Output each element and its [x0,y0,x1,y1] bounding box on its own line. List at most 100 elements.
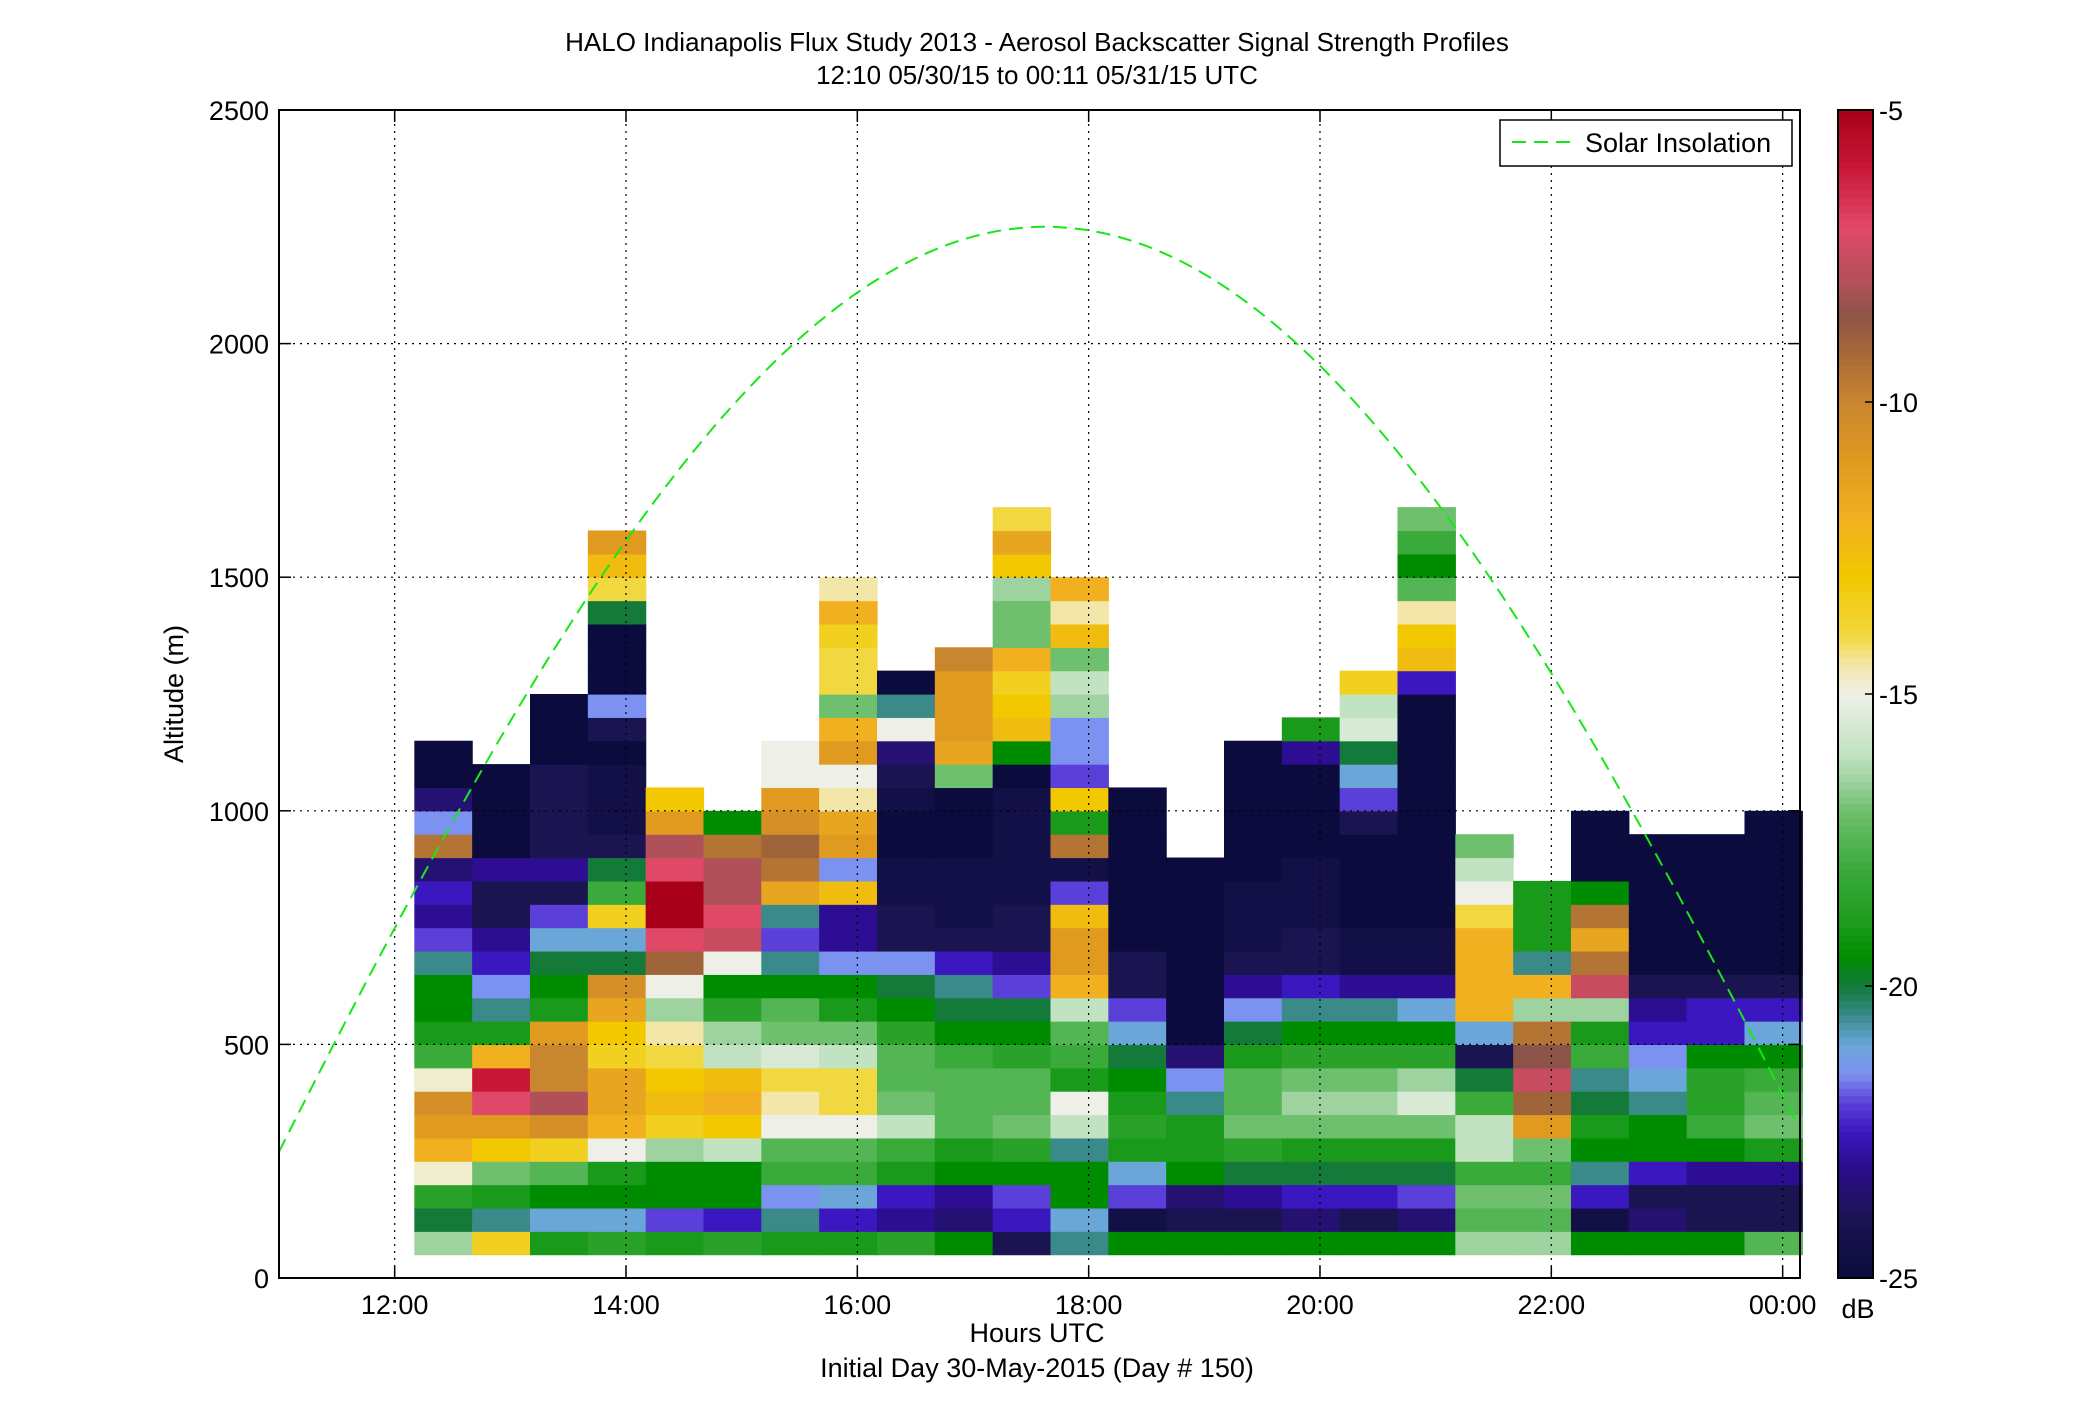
heatmap-cell [587,1137,647,1162]
heatmap-cell [1108,1021,1167,1045]
colorbar-segment [1838,613,1873,622]
heatmap-cell [1339,694,1399,718]
colorbar-segment [1838,832,1873,841]
heatmap-cell [1281,717,1341,742]
heatmap-cell [529,787,589,812]
colorbar-segment [1838,971,1873,980]
heatmap-cell [876,740,936,765]
colorbar-segment [1838,599,1873,607]
heatmap-cell [1686,1044,1746,1069]
heatmap-cell [587,1184,647,1209]
heatmap-cell [876,974,936,999]
heatmap-cell [703,927,762,952]
chart-title: HALO Indianapolis Flux Study 2013 - Aero… [565,27,1509,57]
heatmap-cell [992,530,1052,555]
heatmap-cell [1570,1091,1630,1116]
heatmap-cell [1050,600,1109,625]
colorbar [1838,110,1873,1279]
heatmap-cell [934,810,994,835]
colorbar-segment [1838,540,1873,549]
heatmap-cell [1223,787,1283,812]
colorbar-segment [1838,1175,1873,1184]
heatmap-cell [1628,1231,1688,1256]
heatmap-cell [1686,1184,1746,1209]
heatmap-cell [645,1161,705,1186]
heatmap-cell [1397,787,1456,812]
heatmap-cell [587,670,647,695]
heatmap-cell [1166,950,1225,975]
colorbar-segment [1838,1059,1873,1067]
colorbar-segment [1838,358,1873,367]
heatmap-cell [703,1137,762,1162]
heatmap-cell [1513,997,1572,1022]
heatmap-cell [934,1044,994,1069]
heatmap-cell [1513,974,1572,999]
heatmap-cell [1397,880,1456,905]
heatmap-cell [761,1137,820,1162]
heatmap-cell [703,880,762,905]
heatmap-cell [1050,577,1109,602]
heatmap-cell [1050,1207,1109,1232]
heatmap-cell [472,834,531,859]
heatmap-cell [1050,764,1109,789]
heatmap-cell [934,834,994,859]
heatmap-cell [587,1114,647,1139]
heatmap-cell [529,997,589,1022]
heatmap-cell [1570,1137,1630,1162]
heatmap-cell [1050,997,1109,1022]
heatmap-cell [1166,1114,1225,1139]
heatmap-cell [587,600,647,625]
heatmap-cell [529,1184,589,1209]
heatmap-cell [1339,1137,1399,1162]
heatmap-cell [1050,647,1109,672]
colorbar-segment [1838,898,1873,907]
heatmap-cell [1166,880,1225,905]
colorbar-segment [1838,569,1873,578]
heatmap-cell [1570,1231,1630,1256]
heatmap-cell [819,950,878,975]
heatmap-cell [472,997,531,1022]
heatmap-cell [1281,1114,1341,1139]
heatmap-cell [1397,670,1456,695]
heatmap-cell [876,950,936,975]
heatmap-cell [529,740,589,765]
heatmap-cell [1397,764,1456,789]
colorbar-segment [1838,621,1873,629]
heatmap-cell [876,764,936,789]
colorbar-segment [1838,861,1873,870]
colorbar-segment [1838,161,1873,169]
heatmap-cell [1050,787,1109,812]
colorbar-segment [1838,416,1873,425]
heatmap-cell [1455,1137,1514,1162]
heatmap-cell [1281,1184,1341,1209]
heatmap-cell [703,1114,762,1139]
heatmap-cell [992,717,1052,742]
heatmap-cell [1223,764,1283,789]
heatmap-cell [1570,997,1630,1022]
colorbar-segment [1838,1256,1873,1264]
heatmap-cell [472,1207,531,1232]
x-tick-label: 16:00 [824,1290,892,1320]
heatmap-cell [1513,880,1572,905]
heatmap-cell [876,1021,936,1045]
colorbar-unit: dB [1841,1294,1874,1324]
heatmap-cell [1744,1184,1803,1209]
colorbar-tick-label: -10 [1879,388,1918,418]
heatmap-cell [587,623,647,648]
heatmap-cell [1223,880,1283,905]
heatmap-cell [1050,1161,1109,1186]
heatmap-cell [761,857,820,882]
heatmap-cell [1339,880,1399,905]
colorbar-segment [1838,562,1873,571]
colorbar-segment [1838,1095,1873,1104]
heatmap-cell [703,1231,762,1256]
heatmap-cell [1628,1021,1688,1045]
heatmap-cell [414,1044,473,1069]
heatmap-cell [992,880,1052,905]
colorbar-segment [1838,650,1873,659]
heatmap-cell [1223,834,1283,859]
heatmap-cell [1455,857,1514,882]
colorbar-segment [1838,423,1873,432]
heatmap-cell [934,1231,994,1256]
